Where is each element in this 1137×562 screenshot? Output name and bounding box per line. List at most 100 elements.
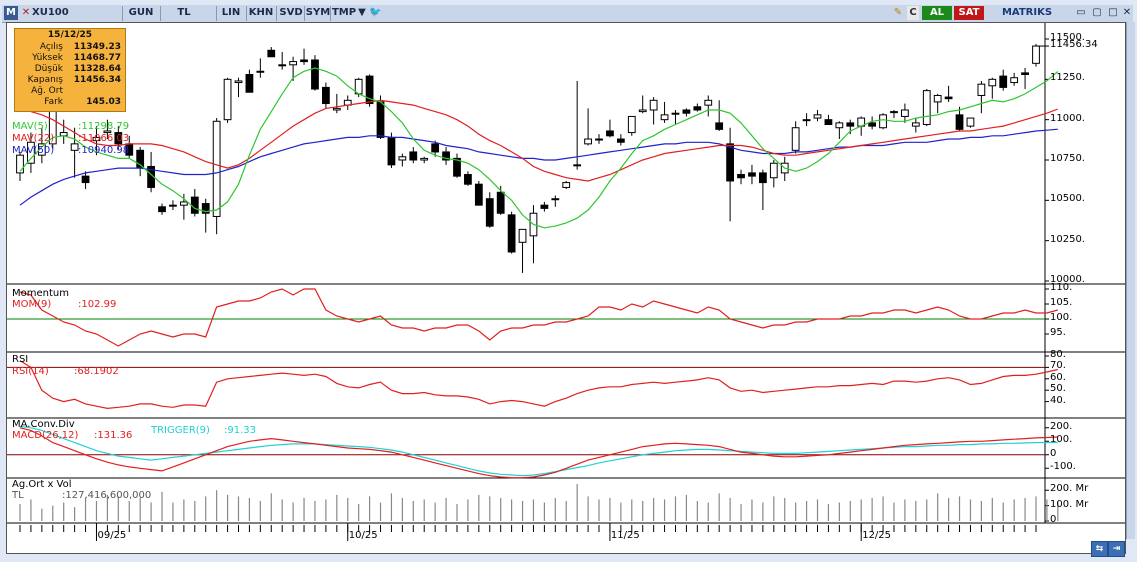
- momentum-y-tick-label: 105.: [1050, 297, 1073, 308]
- candle-body: [551, 198, 560, 201]
- legend-mav-value: :11298.79: [78, 121, 130, 132]
- sym-button[interactable]: SYM: [305, 7, 331, 18]
- momentum-y-tick-label: 95.: [1050, 327, 1066, 338]
- info-row: Açılış 11349.23: [15, 42, 125, 53]
- macd-title: MA.Conv.Div: [12, 419, 75, 430]
- candle-body: [638, 109, 647, 113]
- volume-y-tick-label: 100. Mr: [1050, 498, 1089, 510]
- candle-body: [179, 201, 188, 206]
- candle-body: [540, 204, 549, 209]
- pencil-icon[interactable]: ✎: [893, 7, 903, 18]
- candle-body: [879, 114, 887, 129]
- candle-body: [114, 132, 123, 145]
- candle-body: [660, 114, 669, 121]
- price-y-tick-label: 10500.: [1050, 193, 1085, 205]
- macd-y-tick-label: -100.: [1050, 461, 1076, 473]
- candle-body: [431, 143, 440, 153]
- candle-body: [387, 136, 396, 166]
- candle-body: [901, 109, 909, 117]
- dropdown-icon[interactable]: ▼: [358, 7, 366, 18]
- maximize-icon[interactable]: □: [1108, 7, 1118, 18]
- macd-name: MACD(26,12): [12, 430, 79, 441]
- info-value: 11349.23: [73, 42, 121, 52]
- vertical-scrollbar[interactable]: [1126, 22, 1135, 539]
- price-y-tick-label: 11500.: [1050, 32, 1085, 43]
- mav50-line: [19, 128, 1058, 206]
- candle-body: [933, 94, 942, 103]
- volume-y-tick-label: 0: [1050, 514, 1057, 525]
- chart-svg: [7, 23, 1125, 541]
- momentum-value: :102.99: [78, 299, 117, 310]
- candle-body: [682, 109, 691, 114]
- candle-body: [671, 112, 680, 115]
- candle-body: [474, 183, 483, 206]
- rsi-y-tick-label: 60.: [1050, 371, 1066, 383]
- price-y-tick-label: 10250.: [1050, 233, 1085, 245]
- candle-button[interactable]: KHN: [248, 7, 274, 18]
- candle-body: [1010, 77, 1019, 84]
- chart-area[interactable]: [6, 22, 1126, 554]
- buy-button[interactable]: AL: [922, 6, 952, 20]
- scroll-right-icon[interactable]: ⇥: [1108, 541, 1125, 557]
- candle-body: [922, 90, 931, 126]
- candle-body: [365, 75, 374, 105]
- candle-body: [278, 64, 287, 67]
- price-y-tick-label: 11000.: [1050, 112, 1085, 124]
- candle-body: [453, 157, 461, 177]
- x-axis-label: 12/25: [862, 530, 892, 541]
- macd-y-tick-label: 100.: [1050, 434, 1073, 446]
- template-button[interactable]: TMP: [331, 7, 357, 18]
- candle-body: [27, 141, 35, 164]
- legend-mav-value: :10940.98: [78, 145, 130, 156]
- svd-button[interactable]: SVD: [279, 7, 303, 18]
- candle-body: [999, 75, 1008, 88]
- candle-body: [70, 143, 79, 151]
- momentum-y-tick-label: 100.: [1050, 312, 1073, 323]
- candle-body: [649, 99, 658, 111]
- momentum-line: [19, 288, 1058, 347]
- candle-body: [158, 206, 166, 213]
- restore-icon[interactable]: ▢: [1092, 7, 1102, 18]
- candle-body: [442, 151, 450, 161]
- brand-logo: MATRIKS: [1001, 7, 1053, 18]
- scroll-left-icon[interactable]: ⇆: [1091, 541, 1108, 557]
- linear-button[interactable]: LIN: [221, 7, 241, 18]
- minimize-icon[interactable]: ▭: [1076, 7, 1086, 18]
- candle-body: [846, 122, 855, 127]
- sell-button[interactable]: SAT: [954, 6, 984, 20]
- candle-body: [606, 130, 614, 137]
- candle-body: [748, 172, 756, 177]
- candle-body: [267, 49, 276, 58]
- candle-body: [955, 114, 964, 130]
- close-symbol-icon[interactable]: ✕: [21, 7, 31, 18]
- refresh-icon[interactable]: C: [907, 6, 919, 20]
- ohlc-info-box: 15/12/25 Açılış 11349.23 Yüksek 11468.77 Düş…: [14, 28, 126, 112]
- info-value: 11328.64: [73, 64, 121, 74]
- candle-body: [868, 122, 877, 127]
- candle-body: [595, 138, 603, 141]
- twitter-icon[interactable]: 🐦: [369, 7, 382, 18]
- candle-body: [496, 191, 505, 214]
- close-icon[interactable]: ✕: [1122, 7, 1132, 18]
- candle-body: [37, 143, 46, 156]
- menu-icon[interactable]: M: [4, 6, 18, 20]
- last-price-label: 11456.34: [1050, 39, 1098, 51]
- candle-body: [693, 106, 702, 111]
- currency-button[interactable]: TL: [177, 7, 191, 18]
- trigger-name: TRIGGER(9): [151, 425, 210, 436]
- info-label: Fark: [44, 97, 63, 107]
- period-button[interactable]: GUN: [128, 7, 154, 18]
- legend-mav-value: :11066.03: [78, 133, 130, 144]
- candle-body: [212, 120, 221, 217]
- candle-body: [169, 204, 177, 207]
- info-date: 15/12/25: [47, 30, 93, 40]
- symbol-label[interactable]: XU100: [32, 7, 69, 18]
- info-row: Kapanış 11456.34: [15, 75, 125, 86]
- candle-body: [890, 111, 898, 114]
- candle-body: [311, 59, 319, 90]
- candle-body: [223, 78, 232, 121]
- candle-body: [758, 172, 767, 184]
- candle-body: [911, 122, 920, 127]
- candle-body: [16, 154, 24, 174]
- candle-body: [802, 119, 811, 122]
